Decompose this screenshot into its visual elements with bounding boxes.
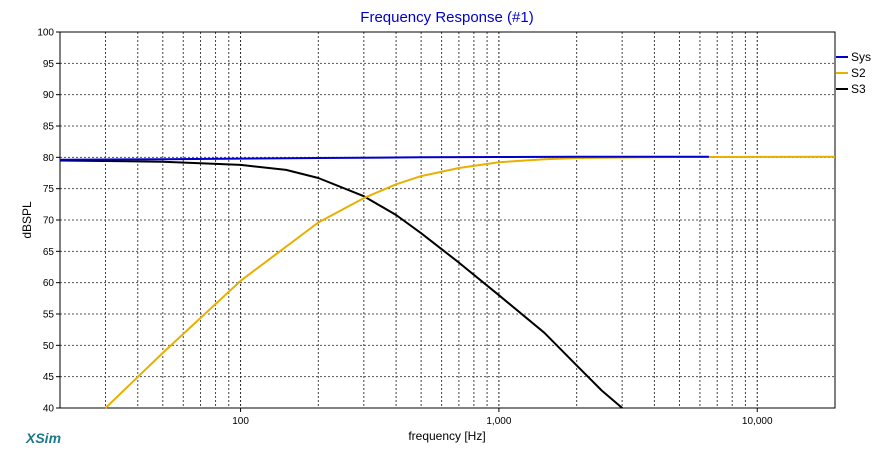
y-tick-label: 60 — [43, 278, 55, 289]
x-tick-label: 100 — [232, 416, 249, 427]
series-line-s3 — [59, 159, 623, 409]
y-tick-label: 80 — [43, 153, 55, 164]
grid-layer — [60, 32, 835, 408]
legend-label-s3: S3 — [851, 82, 866, 96]
y-axis-title: dBSPL — [20, 201, 34, 239]
series-line-s2 — [104, 155, 836, 409]
series-line-sys — [59, 155, 709, 161]
y-tick-label: 55 — [43, 310, 55, 321]
y-tick-label: 50 — [43, 341, 55, 352]
y-tick-label: 40 — [43, 404, 55, 415]
series-layer — [59, 155, 836, 409]
y-tick-label: 75 — [43, 184, 55, 195]
y-tick-label: 65 — [43, 247, 55, 258]
legend-label-sys: Sys — [851, 50, 871, 64]
y-tick-label: 70 — [43, 216, 55, 227]
legend-label-s2: S2 — [851, 66, 866, 80]
axis-layer: 40 45 50 55 60 65 70 75 80 85 90 95 100 100 1,000 10,00… — [37, 28, 773, 428]
y-tick-label: 95 — [43, 59, 55, 70]
chart-title: Frequency Response (#1) — [360, 9, 533, 26]
legend: Sys S2 S3 — [836, 50, 871, 96]
y-tick-label: 45 — [43, 372, 55, 383]
x-axis-title: frequency [Hz] — [408, 429, 485, 443]
y-tick-label: 85 — [43, 122, 55, 133]
x-tick-label: 10,000 — [742, 416, 773, 427]
xsim-brand-logo: XSim — [25, 430, 61, 446]
y-tick-label: 100 — [37, 28, 54, 39]
x-tick-label: 1,000 — [486, 416, 511, 427]
y-tick-label: 90 — [43, 90, 55, 101]
